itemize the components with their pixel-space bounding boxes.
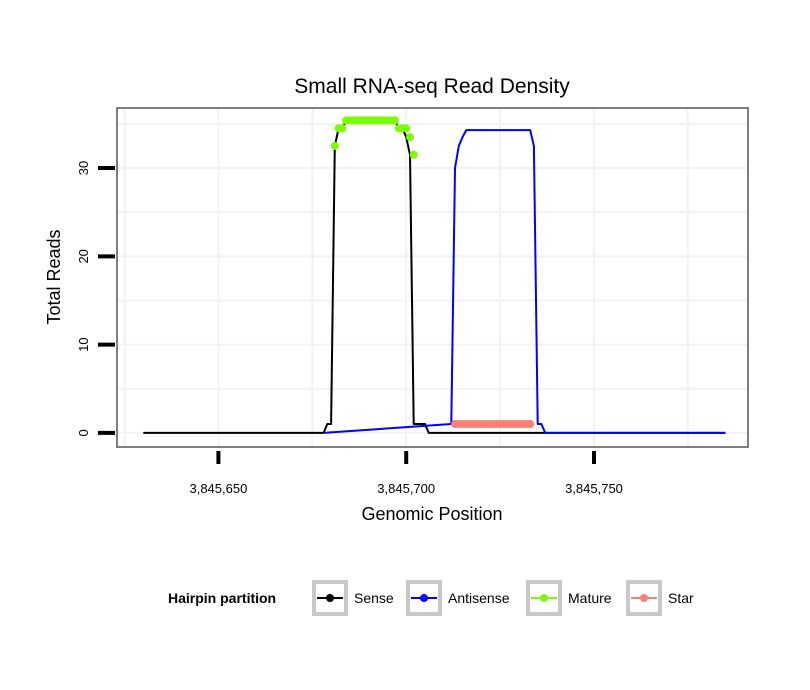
y-tick-label: 10 bbox=[76, 337, 91, 351]
x-tick-label: 3,845,700 bbox=[377, 481, 435, 496]
legend-key-point bbox=[420, 594, 428, 602]
legend-title: Hairpin partition bbox=[168, 590, 276, 606]
legend-item-antisense: Antisense bbox=[406, 580, 510, 616]
data-point-mature bbox=[390, 116, 399, 125]
data-point-mature bbox=[338, 124, 347, 133]
x-tick-label: 3,845,650 bbox=[189, 481, 247, 496]
data-point-mature bbox=[402, 124, 411, 133]
y-tick-label: 20 bbox=[76, 249, 91, 263]
plot-panel bbox=[117, 108, 748, 447]
data-point-star bbox=[526, 420, 535, 429]
legend-item-mature: Mature bbox=[526, 580, 612, 616]
y-tick-label: 0 bbox=[76, 429, 91, 436]
legend-item-sense: Sense bbox=[312, 580, 394, 616]
legend-label: Star bbox=[668, 590, 694, 606]
x-tick-label: 3,845,750 bbox=[565, 481, 623, 496]
panel-background bbox=[117, 108, 748, 447]
panel-border bbox=[116, 107, 749, 448]
grid-lines bbox=[117, 108, 748, 447]
y-axis: 0 10 20 30 bbox=[76, 161, 115, 436]
legend-label: Mature bbox=[568, 590, 612, 606]
legend-key-point bbox=[540, 594, 548, 602]
legend-entries: Sense Antisense Mature Star bbox=[312, 580, 694, 616]
data-point-mature bbox=[405, 133, 414, 142]
y-tick-label: 30 bbox=[76, 161, 91, 175]
data-point-mature bbox=[409, 150, 418, 159]
legend-label: Sense bbox=[354, 590, 394, 606]
legend-item-star: Star bbox=[626, 580, 694, 616]
legend-label: Antisense bbox=[448, 590, 510, 606]
chart-title: Small RNA-seq Read Density bbox=[294, 75, 570, 98]
legend-key-point bbox=[640, 594, 648, 602]
y-axis-title: Total Reads bbox=[44, 229, 64, 324]
legend: Hairpin partition Sense Antisense Mature St… bbox=[168, 580, 694, 616]
series-line-antisense bbox=[323, 129, 726, 434]
x-axis: 3,845,650 3,845,700 3,845,750 bbox=[189, 451, 623, 496]
data-point-mature bbox=[330, 141, 339, 150]
x-axis-title: Genomic Position bbox=[361, 504, 502, 524]
legend-key-point bbox=[326, 594, 334, 602]
data-series bbox=[143, 116, 726, 434]
